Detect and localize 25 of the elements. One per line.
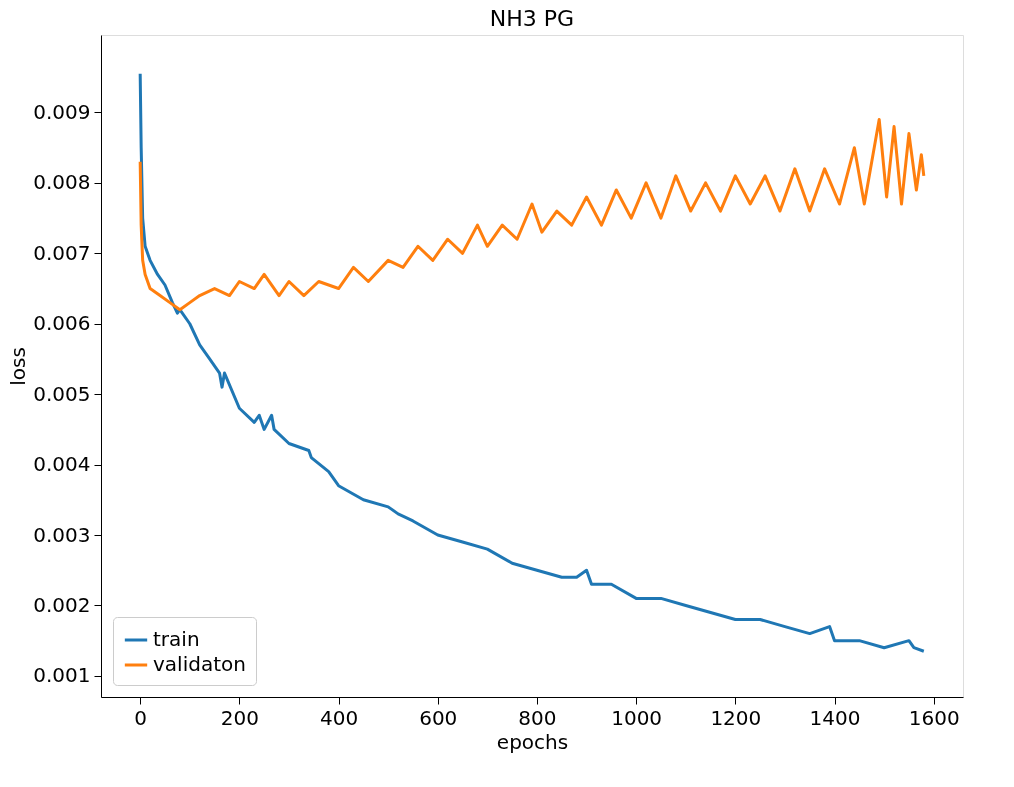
y-tick-label: 0.002: [33, 592, 91, 617]
x-tick-label: 1400: [809, 705, 861, 730]
y-tick-label: 0.009: [33, 99, 91, 124]
legend-label: train: [153, 627, 200, 651]
x-tick-label: 1200: [710, 705, 762, 730]
x-tick-label: 400: [319, 705, 359, 730]
x-tick-label: 800: [518, 705, 557, 730]
y-tick-label: 0.008: [33, 170, 91, 195]
line-series: [138, 118, 926, 312]
chart-title: NH3 PG: [489, 6, 575, 31]
y-tick-label: 0.005: [33, 381, 91, 406]
y-tick-label: 0.006: [33, 311, 91, 336]
y-tick-label: 0.004: [33, 452, 91, 477]
y-tick-label: 0.007: [33, 240, 91, 265]
line-series: [138, 72, 926, 653]
x-tick-label: 0: [134, 705, 148, 730]
x-tick-label: 200: [220, 705, 259, 730]
legend-label: validaton: [153, 652, 246, 676]
y-tick-label: 0.003: [33, 522, 91, 547]
x-tick-label: 600: [419, 705, 458, 730]
x-tick-label: 1000: [611, 705, 663, 730]
y-axis-title: loss: [6, 347, 31, 386]
x-tick-label: 1600: [908, 705, 960, 730]
y-tick-label: 0.001: [33, 663, 91, 688]
x-axis-title: epochs: [496, 729, 569, 754]
